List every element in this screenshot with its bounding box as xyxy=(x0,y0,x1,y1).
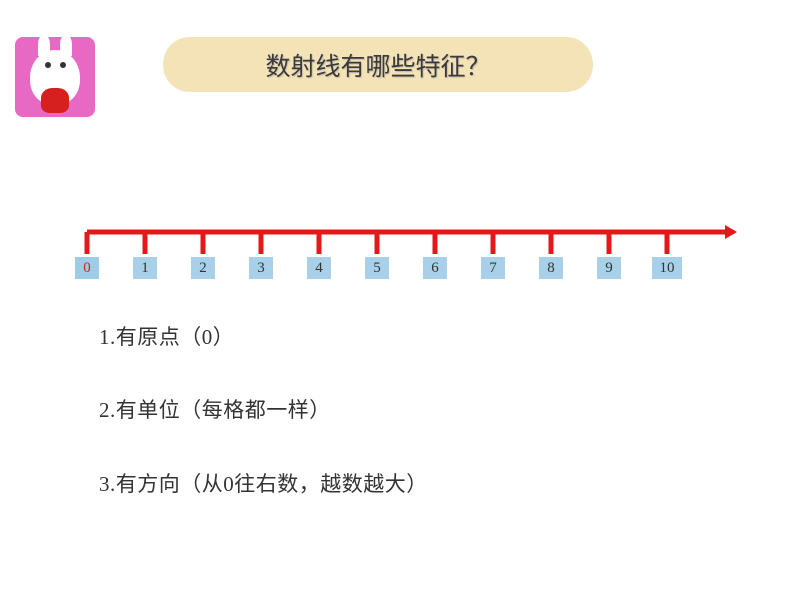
tick-label-9: 9 xyxy=(597,257,621,279)
feature-item-3: 3.有方向（从0往右数，越数越大） xyxy=(99,470,428,499)
feature-item-2: 2.有单位（每格都一样） xyxy=(99,396,428,425)
rabbit-eye-right xyxy=(60,62,66,68)
title-text: 数射线有哪些特征？ xyxy=(265,47,490,83)
title-banner: 数射线有哪些特征？ xyxy=(163,37,593,92)
rabbit-eye-left xyxy=(45,62,51,68)
rabbit-eyes xyxy=(30,62,80,68)
tick-label-0: 0 xyxy=(75,257,99,279)
number-line-arrow xyxy=(725,225,737,239)
rabbit-head xyxy=(30,50,80,105)
tick-label-7: 7 xyxy=(481,257,505,279)
number-line: 012345678910 xyxy=(79,217,737,287)
rabbit-mascot-icon xyxy=(15,37,95,117)
tick-label-6: 6 xyxy=(423,257,447,279)
tick-label-1: 1 xyxy=(133,257,157,279)
tick-label-2: 2 xyxy=(191,257,215,279)
tick-label-10: 10 xyxy=(652,257,682,279)
rabbit-body xyxy=(41,88,69,113)
feature-item-1: 1.有原点（0） xyxy=(99,323,428,352)
number-line-svg xyxy=(79,217,737,287)
tick-label-8: 8 xyxy=(539,257,563,279)
features-list: 1.有原点（0） 2.有单位（每格都一样） 3.有方向（从0往右数，越数越大） xyxy=(99,323,428,543)
tick-label-4: 4 xyxy=(307,257,331,279)
tick-label-5: 5 xyxy=(365,257,389,279)
tick-label-3: 3 xyxy=(249,257,273,279)
